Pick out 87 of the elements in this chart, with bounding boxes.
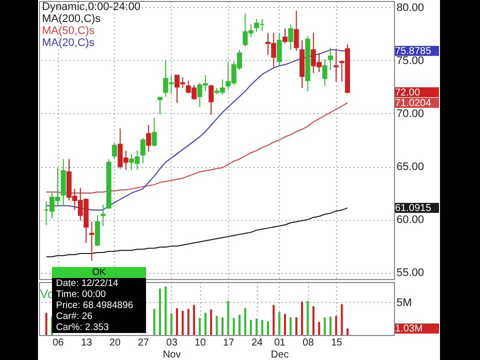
candlestick (112, 142, 117, 160)
candlestick (152, 117, 157, 147)
y-tick-label: 5M (396, 296, 412, 309)
chart-title: Dynamic,0:00-24:00 (42, 1, 140, 13)
bar (238, 314, 241, 335)
bar (204, 312, 206, 335)
y-tick-label: 75.00 (396, 54, 424, 67)
y-tick-label: 55.00 (396, 267, 424, 280)
bar (198, 318, 201, 335)
x-tick-label: 06 (52, 338, 64, 348)
x-tick-label: 17 (223, 338, 235, 348)
bar (272, 304, 275, 335)
candlestick (294, 10, 299, 52)
x-tick-label: 13 (80, 338, 93, 348)
bar (340, 304, 343, 335)
bar (324, 317, 326, 335)
candlestick (322, 58, 328, 86)
candlestick (334, 48, 339, 82)
x-tick-label: 10 (194, 338, 206, 348)
bar (176, 308, 178, 335)
bar (306, 300, 309, 335)
x-tick-label: 27 (138, 338, 150, 348)
bar (301, 302, 304, 335)
bar (153, 308, 156, 335)
bar (284, 314, 286, 335)
y-tick-label: 60.00 (396, 214, 424, 226)
candlestick (146, 124, 152, 152)
text: 61.0915 (395, 202, 432, 214)
candlestick (157, 96, 162, 116)
bar (290, 317, 292, 335)
bar (295, 317, 298, 335)
x-tick-label: 20 (109, 338, 121, 348)
bar (158, 288, 161, 335)
candlestick (140, 137, 146, 164)
bar (250, 320, 252, 335)
x-tick-label: 24 (252, 338, 264, 348)
bar (221, 317, 224, 335)
bar (329, 316, 332, 335)
text: 72.00 (395, 87, 420, 98)
candlestick (282, 28, 288, 44)
bar (312, 306, 314, 335)
annotation: Car%: 2.353 (55, 322, 110, 333)
line-series (46, 102, 348, 194)
bar (187, 308, 190, 335)
candlestick (276, 32, 282, 66)
bar (266, 321, 269, 335)
y-tick-label: 80.00 (396, 2, 424, 14)
x-tick-label: 01 Dec (270, 338, 289, 360)
bar (232, 318, 235, 335)
candlestick (328, 47, 333, 70)
bar (335, 316, 338, 335)
candlestick (94, 214, 100, 247)
x-tick-label: 03 Nov (162, 338, 181, 360)
x-tick-label: 15 (331, 338, 343, 348)
annotation: Date: 12/22/14 (56, 278, 118, 289)
y-tick-label: 70.00 (396, 108, 424, 120)
bar (164, 286, 167, 335)
bar (227, 300, 230, 335)
bar (182, 310, 184, 335)
bar (216, 316, 218, 335)
x-tick-label: 08 (302, 338, 314, 348)
bar (261, 320, 264, 335)
text: MA(50,C)s (42, 25, 96, 37)
candlestick (288, 24, 294, 50)
annotation: Car#: 26 (55, 311, 94, 322)
bar (170, 313, 172, 335)
text: MA(200,C)s (42, 13, 102, 25)
bar (278, 312, 280, 335)
line-series (46, 207, 348, 258)
candlestick (100, 204, 106, 226)
annotation: Price: 68.4984896 (55, 300, 134, 311)
candlestick (208, 84, 214, 116)
text: 1.03M (395, 323, 423, 334)
bar (318, 322, 320, 335)
bar (210, 309, 212, 335)
bar (346, 328, 349, 335)
bar (244, 308, 246, 335)
candlestick (89, 221, 94, 262)
annotation: Time: 00:00 (56, 289, 106, 300)
y-tick-label: 65.00 (396, 161, 424, 174)
bar (45, 312, 48, 335)
bar (256, 318, 258, 335)
text: MA(20,C)s (42, 37, 96, 49)
text: 71.0204 (395, 98, 432, 109)
text: 75.8785 (395, 46, 432, 57)
bar (193, 304, 196, 335)
annotation: OK (52, 267, 146, 278)
